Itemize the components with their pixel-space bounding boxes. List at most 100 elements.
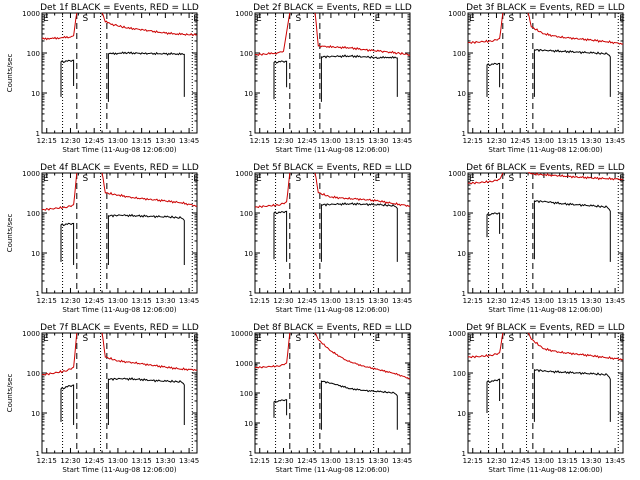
y-tick-label: 100 — [240, 50, 253, 58]
event-marker-label: E — [193, 14, 199, 24]
y-tick-label: 1 — [462, 290, 466, 298]
x-axis-label: Start Time (11-Aug-08 12:06:00) — [62, 466, 176, 474]
x-tick-label: 13:00 — [321, 457, 341, 465]
x-tick-label: 13:45 — [179, 137, 199, 145]
y-axis-label: Counts/sec — [6, 214, 14, 253]
y-tick-label: 100 — [240, 210, 253, 218]
plot-frame — [467, 332, 624, 454]
event-marker-label: S — [296, 14, 302, 24]
event-marker-label: E — [375, 14, 381, 24]
y-tick-label: 10 — [31, 90, 40, 98]
chart-title: Det 4f BLACK = Events, RED = LLD — [40, 163, 199, 173]
lld-series-line — [467, 172, 504, 185]
y-axis-label: Counts/sec — [6, 374, 14, 413]
x-tick-label: 12:15 — [37, 457, 57, 465]
events-series-line — [107, 377, 185, 425]
chart-title: Det 5f BLACK = Events, RED = LLD — [253, 163, 412, 173]
x-tick-label: 13:30 — [581, 457, 601, 465]
y-tick-label: 100 — [27, 370, 40, 378]
x-tick-label: 12:15 — [250, 137, 270, 145]
x-tick-label: 13:45 — [605, 457, 625, 465]
x-tick-label: 13:00 — [534, 457, 554, 465]
lld-series-line — [254, 172, 291, 209]
lld-series-line — [254, 12, 291, 56]
x-tick-label: 12:45 — [84, 137, 104, 145]
x-tick-label: 13:45 — [392, 137, 412, 145]
x-tick-label: 12:15 — [463, 457, 483, 465]
x-tick-label: 13:45 — [392, 457, 412, 465]
event-marker-label: E — [256, 334, 262, 344]
lld-series-line — [527, 332, 624, 361]
x-tick-label: 12:30 — [60, 137, 80, 145]
y-tick-label: 100 — [27, 210, 40, 218]
event-marker-label: S — [296, 174, 302, 184]
chart-panel-1: Det 1f BLACK = Events, RED = LLD Counts/s… — [6, 3, 199, 154]
events-series-line — [273, 399, 288, 418]
events-series-line — [533, 200, 611, 262]
x-tick-label: 13:30 — [581, 297, 601, 305]
y-tick-label: 1 — [462, 130, 466, 138]
chart-panel-6: Det 6f BLACK = Events, RED = LLD 1 10 100 10… — [448, 163, 625, 314]
lld-series-line — [314, 12, 411, 56]
y-tick-label: 10 — [244, 420, 253, 428]
x-tick-label: 12:15 — [37, 137, 57, 145]
events-series-line — [60, 384, 75, 425]
x-tick-label: 12:15 — [250, 297, 270, 305]
y-tick-label: 100 — [240, 390, 253, 398]
x-tick-label: 13:15 — [132, 457, 152, 465]
chart-title: Det 3f BLACK = Events, RED = LLD — [466, 3, 625, 13]
event-marker-label: S — [83, 174, 89, 184]
plot-frame — [254, 172, 411, 294]
x-axis-label: Start Time (11-Aug-08 12:06:00) — [275, 466, 389, 474]
x-axis-label: Start Time (11-Aug-08 12:06:00) — [488, 146, 602, 154]
y-tick-label: 100 — [27, 50, 40, 58]
x-tick-label: 12:45 — [297, 137, 317, 145]
y-tick-label: 100 — [453, 210, 466, 218]
x-tick-label: 13:00 — [108, 137, 128, 145]
events-series-line — [486, 212, 501, 238]
x-tick-label: 13:15 — [558, 457, 578, 465]
y-tick-label: 10000 — [231, 330, 253, 338]
event-marker-label: S — [509, 334, 515, 344]
x-tick-label: 12:30 — [273, 457, 293, 465]
x-tick-label: 13:15 — [345, 137, 365, 145]
event-marker-label: E — [469, 14, 475, 24]
y-tick-label: 1000 — [235, 170, 253, 178]
x-tick-label: 13:30 — [155, 457, 175, 465]
event-marker-label: E — [469, 174, 475, 184]
lld-series-line — [314, 172, 411, 207]
y-tick-label: 1 — [249, 290, 253, 298]
lld-series-line — [467, 12, 504, 44]
x-tick-label: 12:45 — [510, 297, 530, 305]
event-marker-label: E — [619, 334, 625, 344]
x-tick-label: 12:30 — [486, 297, 506, 305]
event-marker-label: E — [43, 14, 49, 24]
events-series-line — [320, 54, 398, 102]
x-tick-label: 12:15 — [463, 297, 483, 305]
x-tick-label: 13:30 — [368, 137, 388, 145]
y-tick-label: 1000 — [448, 170, 466, 178]
chart-title: Det 9f BLACK = Events, RED = LLD — [466, 323, 625, 333]
x-tick-label: 13:45 — [392, 297, 412, 305]
lld-series-line — [527, 172, 624, 181]
x-tick-label: 13:00 — [108, 297, 128, 305]
y-tick-label: 10 — [244, 90, 253, 98]
x-tick-label: 13:15 — [558, 297, 578, 305]
y-axis-label: Counts/sec — [6, 54, 14, 93]
x-tick-label: 13:30 — [581, 137, 601, 145]
chart-title: Det 6f BLACK = Events, RED = LLD — [466, 163, 625, 173]
event-marker-label: E — [43, 174, 49, 184]
events-series-line — [273, 210, 288, 262]
x-tick-label: 12:30 — [60, 297, 80, 305]
chart-panel-5: Det 5f BLACK = Events, RED = LLD 1 10 100 10… — [235, 163, 412, 314]
y-tick-label: 10 — [457, 90, 466, 98]
x-tick-label: 13:15 — [345, 297, 365, 305]
x-tick-label: 12:45 — [510, 457, 530, 465]
events-series-line — [320, 380, 398, 430]
x-axis-label: Start Time (11-Aug-08 12:06:00) — [275, 146, 389, 154]
x-tick-label: 13:00 — [321, 137, 341, 145]
x-axis-label: Start Time (11-Aug-08 12:06:00) — [62, 306, 176, 314]
chart-panel-3: Det 3f BLACK = Events, RED = LLD 1 10 100 10… — [448, 3, 625, 154]
chart-title: Det 1f BLACK = Events, RED = LLD — [40, 3, 199, 13]
